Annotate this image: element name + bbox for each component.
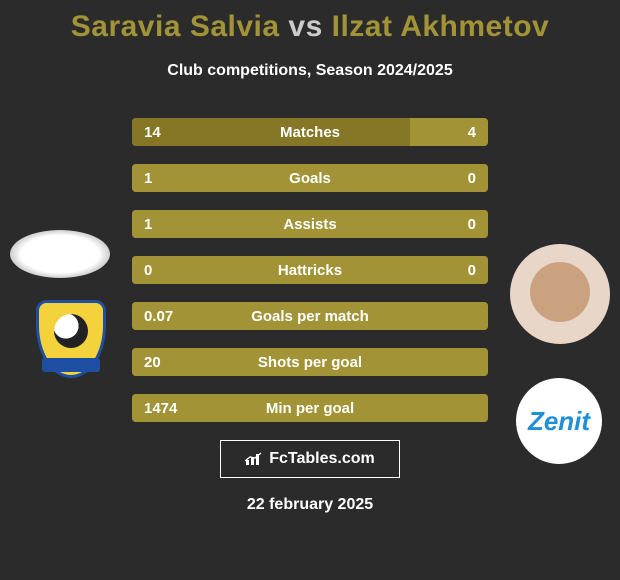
chart-icon: [245, 452, 263, 466]
content-area: Zenit 144Matches10Goals10Assists00Hattri…: [0, 118, 620, 422]
player2-club-badge: Zenit: [516, 378, 602, 464]
rostov-shield-icon: [28, 296, 114, 382]
title-vs: vs: [288, 10, 322, 43]
stat-label: Min per goal: [132, 394, 488, 422]
stat-row: 00Hattricks: [132, 256, 488, 284]
stat-row: 1474Min per goal: [132, 394, 488, 422]
stat-label: Hattricks: [132, 256, 488, 284]
stat-label: Shots per goal: [132, 348, 488, 376]
stat-row: 0.07Goals per match: [132, 302, 488, 330]
title-player1: Saravia Salvia: [71, 10, 280, 43]
stat-row: 10Assists: [132, 210, 488, 238]
stat-label: Goals per match: [132, 302, 488, 330]
page-title: Saravia Salvia vs Ilzat Akhmetov: [0, 0, 620, 44]
player1-avatar: [10, 230, 110, 278]
stat-row: 144Matches: [132, 118, 488, 146]
stat-row: 20Shots per goal: [132, 348, 488, 376]
title-player2: Ilzat Akhmetov: [332, 10, 550, 43]
stat-label: Assists: [132, 210, 488, 238]
brand-badge: FcTables.com: [220, 440, 400, 478]
stat-label: Goals: [132, 164, 488, 192]
stats-bars: 144Matches 10Goals 10Assists 00Hattricks 0.0…: [132, 118, 488, 422]
stat-row: 10Goals: [132, 164, 488, 192]
zenit-logo-icon: Zenit: [528, 406, 590, 437]
footer-date: 22 february 2025: [0, 496, 620, 514]
player2-avatar: [510, 244, 610, 344]
brand-text: FcTables.com: [269, 450, 375, 468]
stat-label: Matches: [132, 118, 488, 146]
subtitle: Club competitions, Season 2024/2025: [0, 62, 620, 80]
player1-club-badge: [28, 296, 114, 382]
